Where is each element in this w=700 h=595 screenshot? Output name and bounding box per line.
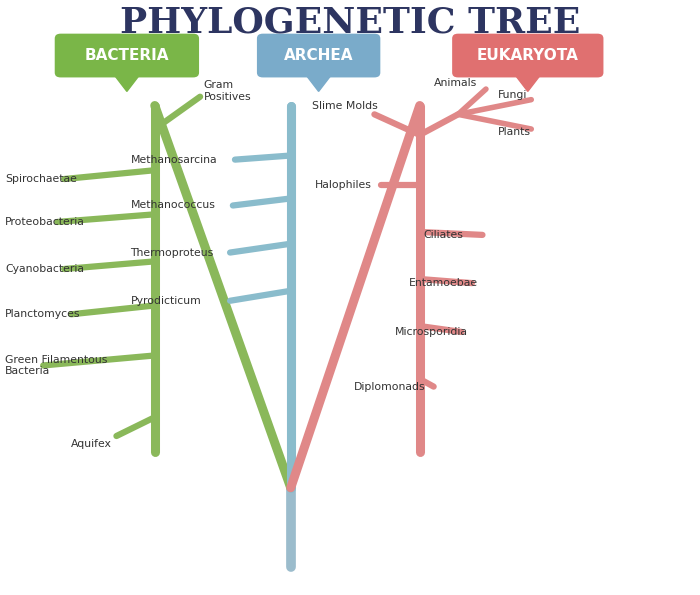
Text: ARCHEA: ARCHEA	[284, 48, 354, 63]
Text: Green Filamentous
Bacteria: Green Filamentous Bacteria	[5, 355, 107, 376]
FancyBboxPatch shape	[451, 33, 605, 79]
Text: Methanococcus: Methanococcus	[130, 201, 216, 211]
FancyBboxPatch shape	[54, 33, 200, 79]
Text: Microsporidia: Microsporidia	[395, 327, 468, 337]
Text: Halophiles: Halophiles	[314, 180, 371, 190]
Text: Diplomonads: Diplomonads	[354, 381, 425, 392]
Polygon shape	[512, 71, 543, 92]
Text: BACTERIA: BACTERIA	[85, 48, 169, 63]
Text: Gram
Positives: Gram Positives	[204, 80, 251, 102]
Text: Fungi: Fungi	[498, 90, 527, 100]
FancyBboxPatch shape	[256, 33, 382, 79]
Text: Thermoproteus: Thermoproteus	[130, 248, 214, 258]
Text: Methanosarcina: Methanosarcina	[130, 155, 217, 165]
Text: Proteobacteria: Proteobacteria	[5, 217, 85, 227]
Text: Plants: Plants	[498, 127, 531, 137]
Text: EUKARYOTA: EUKARYOTA	[477, 48, 579, 63]
Polygon shape	[111, 71, 142, 92]
Text: Slime Molds: Slime Molds	[312, 101, 377, 111]
Text: Cyanobacteria: Cyanobacteria	[5, 264, 84, 274]
Text: Animals: Animals	[434, 78, 477, 88]
Text: Spirochaetae: Spirochaetae	[5, 174, 77, 184]
Text: PHYLOGENETIC TREE: PHYLOGENETIC TREE	[120, 5, 580, 39]
Text: Aquifex: Aquifex	[71, 439, 112, 449]
Text: Planctomyces: Planctomyces	[5, 309, 80, 320]
Text: Pyrodicticum: Pyrodicticum	[130, 296, 201, 306]
Text: Entamoebae: Entamoebae	[410, 278, 478, 288]
Text: Ciliates: Ciliates	[424, 230, 463, 240]
Polygon shape	[303, 71, 334, 92]
